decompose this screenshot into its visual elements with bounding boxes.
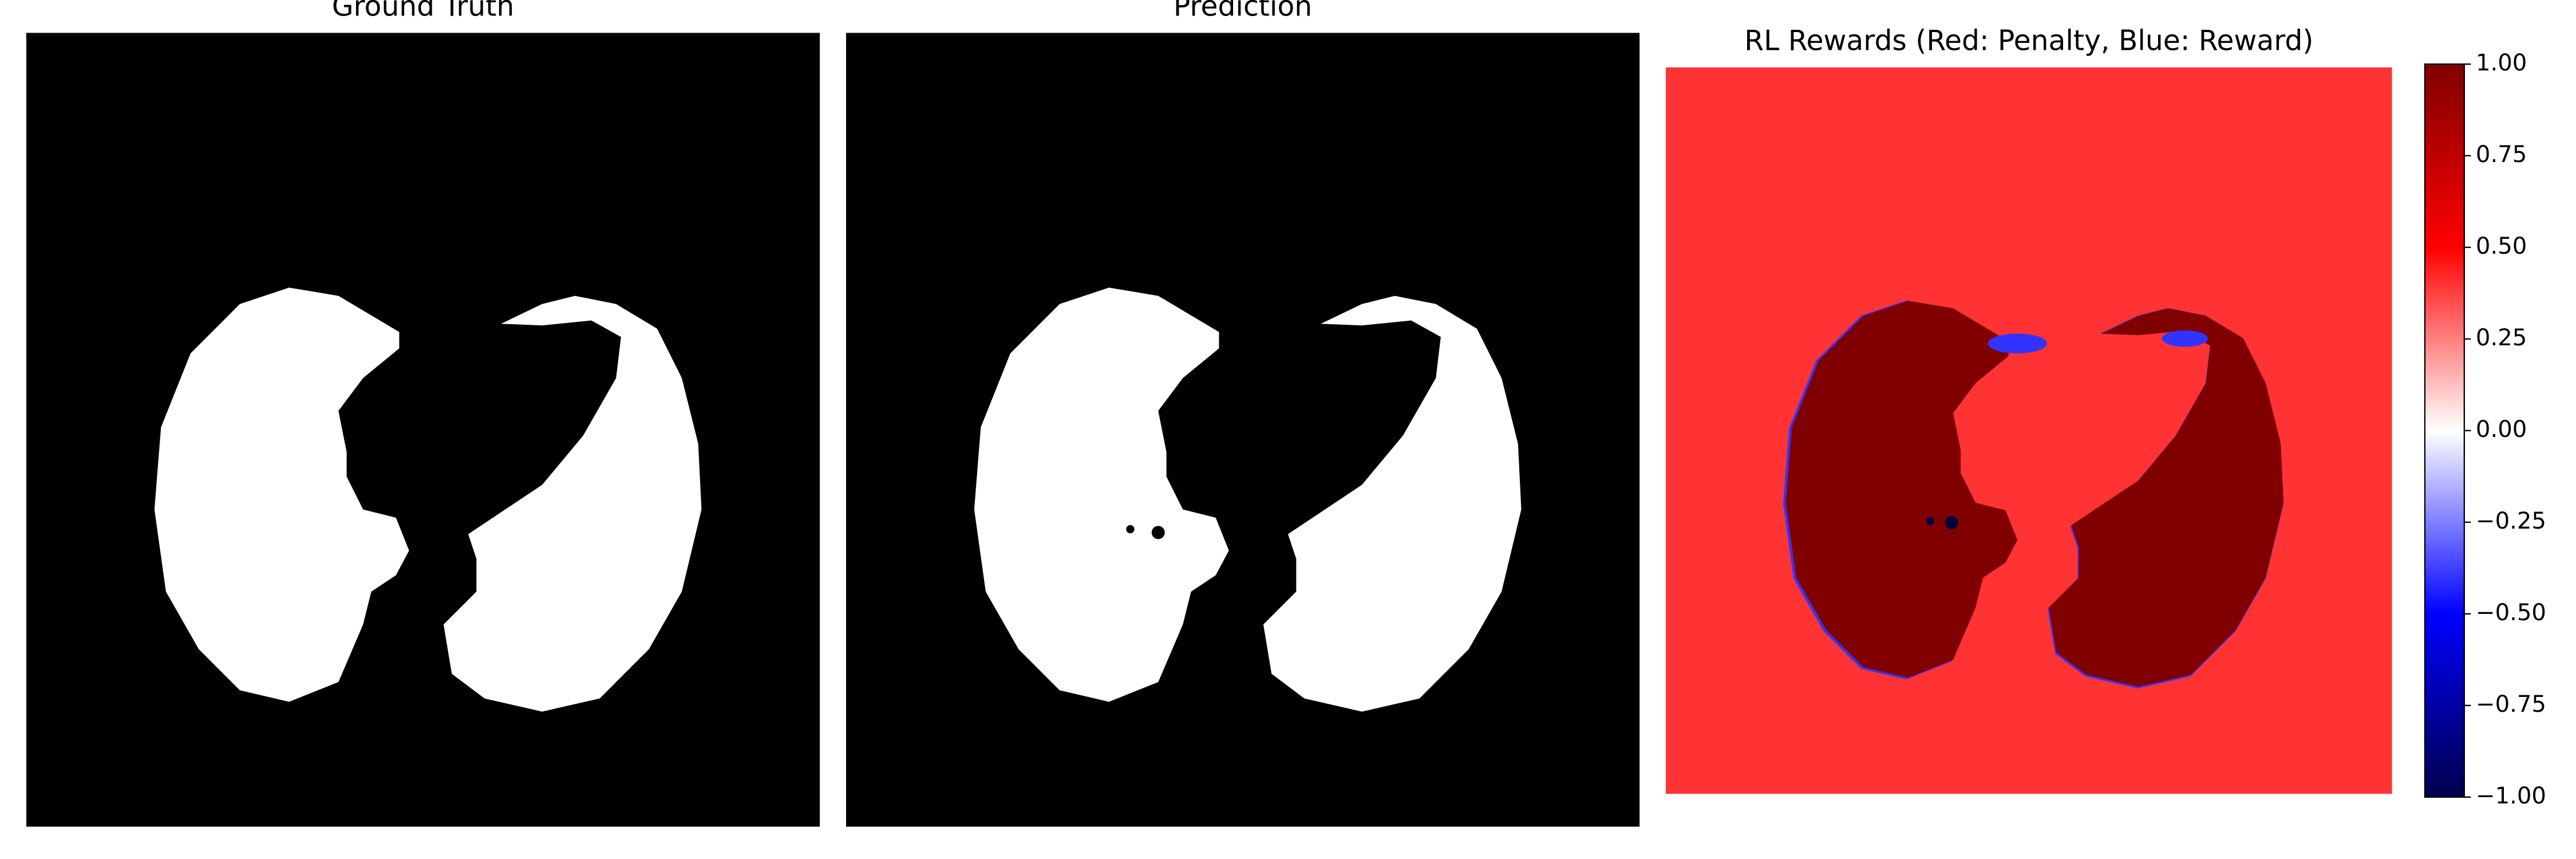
panel-title: Prediction [1174, 0, 1312, 22]
panel-title: RL Rewards (Red: Penalty, Blue: Reward) [1744, 25, 2313, 57]
tick-label: −1.00 [2476, 783, 2546, 809]
tick-label: −0.50 [2476, 600, 2546, 626]
tick-label: −0.25 [2476, 508, 2546, 534]
tick-label: 1.00 [2476, 50, 2527, 76]
panel-title: Ground Truth [332, 0, 514, 22]
tick-label: 0.25 [2476, 325, 2527, 351]
tick-label: 0.75 [2476, 141, 2527, 168]
tick-label: 0.00 [2476, 416, 2527, 443]
prediction-image [846, 33, 1640, 827]
tick-label: 0.50 [2476, 233, 2527, 259]
colorbar: 1.00 0.75 0.50 0.25 0.00 −0.25 −0.50 −0.75 −1.00 [2424, 50, 2546, 809]
reward-image [1666, 67, 2392, 794]
ground-truth-image [26, 33, 820, 827]
tick-label: −0.75 [2476, 691, 2546, 718]
